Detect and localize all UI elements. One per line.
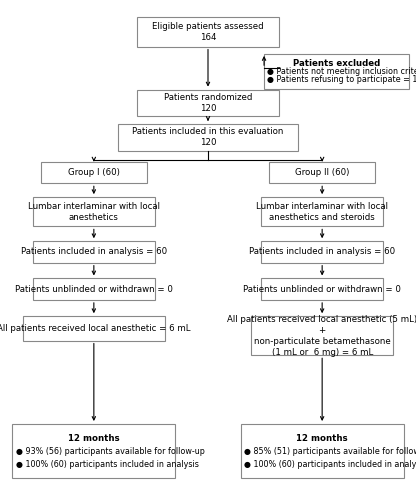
Bar bbox=[261, 197, 383, 226]
Text: All patients received local anesthetic (5 mL)
+
non-particulate betamethasone
(1: All patients received local anesthetic (… bbox=[227, 314, 416, 357]
Bar bbox=[264, 54, 409, 89]
Text: Patients unblinded or withdrawn = 0: Patients unblinded or withdrawn = 0 bbox=[243, 284, 401, 294]
Bar bbox=[33, 241, 155, 262]
Text: 12 months: 12 months bbox=[68, 434, 120, 444]
Text: ● Patients not meeting inclusion criteria = 30: ● Patients not meeting inclusion criteri… bbox=[267, 67, 416, 76]
Text: Group II (60): Group II (60) bbox=[295, 168, 349, 177]
Bar bbox=[136, 18, 279, 46]
Text: ● 93% (56) participants available for follow-up: ● 93% (56) participants available for fo… bbox=[15, 447, 204, 456]
Text: ● 100% (60) participants included in analysis: ● 100% (60) participants included in ana… bbox=[15, 460, 198, 468]
Text: ● 85% (51) participants available for follow-up: ● 85% (51) participants available for fo… bbox=[244, 447, 416, 456]
Text: Patients randomized
120: Patients randomized 120 bbox=[164, 93, 252, 113]
Bar bbox=[240, 424, 404, 478]
Text: Patients included in this evaluation
120: Patients included in this evaluation 120 bbox=[132, 127, 284, 148]
Text: ● 100% (60) participants included in analysis: ● 100% (60) participants included in ana… bbox=[244, 460, 416, 468]
Bar bbox=[118, 124, 298, 151]
Bar bbox=[136, 90, 279, 117]
Bar bbox=[269, 162, 375, 184]
Text: Patients unblinded or withdrawn = 0: Patients unblinded or withdrawn = 0 bbox=[15, 284, 173, 294]
Text: Patients included in analysis = 60: Patients included in analysis = 60 bbox=[21, 248, 167, 256]
Text: Eligible patients assessed
164: Eligible patients assessed 164 bbox=[152, 22, 264, 42]
Text: 12 months: 12 months bbox=[296, 434, 348, 444]
Text: Lumbar interlaminar with local
anesthetics and steroids: Lumbar interlaminar with local anestheti… bbox=[256, 202, 388, 222]
Bar bbox=[261, 241, 383, 262]
Bar bbox=[12, 424, 176, 478]
Text: Group I (60): Group I (60) bbox=[68, 168, 120, 177]
Bar bbox=[251, 316, 394, 356]
Bar bbox=[33, 197, 155, 226]
Text: Patients included in analysis = 60: Patients included in analysis = 60 bbox=[249, 248, 395, 256]
Text: All patients received local anesthetic = 6 mL: All patients received local anesthetic =… bbox=[0, 324, 191, 333]
Text: ● Patients refusing to participate = 14: ● Patients refusing to participate = 14 bbox=[267, 76, 416, 84]
Bar bbox=[22, 316, 165, 340]
Text: Patients excluded: Patients excluded bbox=[293, 59, 380, 68]
Bar bbox=[261, 278, 383, 300]
Bar bbox=[41, 162, 147, 184]
Bar bbox=[33, 278, 155, 300]
Text: Lumbar interlaminar with local
anesthetics: Lumbar interlaminar with local anestheti… bbox=[28, 202, 160, 222]
